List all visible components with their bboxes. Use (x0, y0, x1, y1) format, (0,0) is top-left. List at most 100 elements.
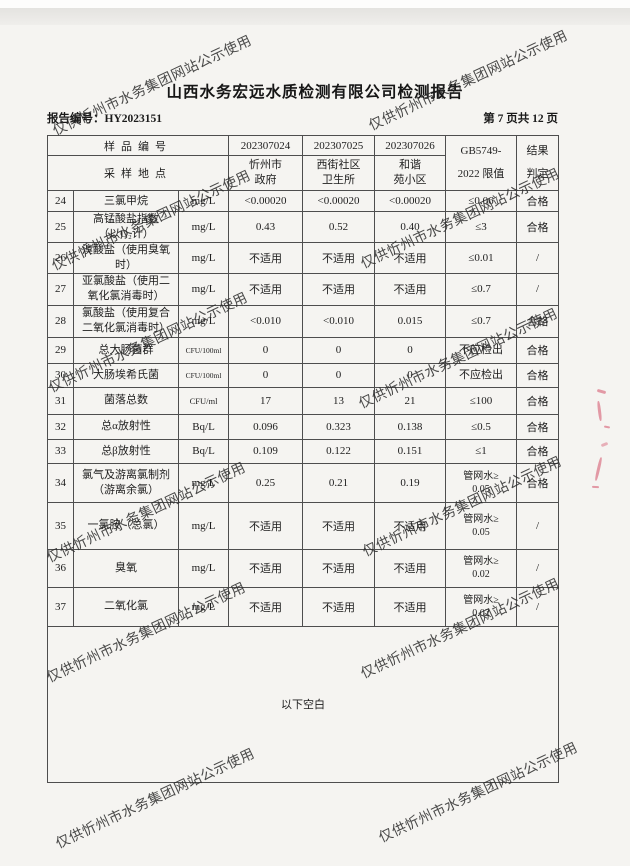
sample-no-label: 样品编号 (47, 135, 229, 156)
param-unit: Bq/L (178, 438, 229, 464)
sample3-value: 不适用 (374, 548, 446, 588)
location-2: 西街社区 卫生所 (302, 155, 375, 191)
limit-value: ≤0.01 (445, 241, 517, 274)
param-name: 总大肠菌群 (73, 336, 179, 364)
sample3-value: 0.19 (374, 462, 446, 503)
red-ink-mark (596, 388, 607, 395)
sample2-value: 不适用 (302, 241, 375, 274)
param-name: 菌落总数 (73, 386, 179, 415)
sample3-value: 0 (374, 336, 446, 364)
param-name: 氯气及游离氯制剂 （游离余氯） (73, 462, 179, 503)
param-name: 亚氯酸盐（使用二 氧化氯消毒时） (73, 272, 179, 306)
sample3-value: 0.40 (374, 211, 446, 243)
row-number: 24 (47, 190, 74, 212)
sample-id-2: 202307025 (302, 135, 375, 156)
location-1: 忻州市 政府 (228, 155, 303, 191)
param-name: 三氯甲烷 (73, 190, 179, 212)
result-value: 合格 (516, 362, 559, 388)
sample2-value: <0.00020 (302, 190, 375, 212)
row-number: 36 (47, 548, 74, 588)
sample2-value: 不适用 (302, 501, 375, 550)
param-unit: mg/L (178, 586, 229, 627)
row-number: 37 (47, 586, 74, 627)
sample2-value: 0.122 (302, 438, 375, 464)
sample3-value: 不适用 (374, 501, 446, 550)
row-number: 27 (47, 272, 74, 306)
sample3-value: <0.00020 (374, 190, 446, 212)
sample1-value: <0.010 (228, 304, 303, 338)
limit-value: ≤0.7 (445, 304, 517, 338)
table-row: 35 一氯胺（总氯） mg/L 不适用 不适用 不适用 管网水≥ 0.05 / (47, 501, 559, 550)
sample1-value: 不适用 (228, 241, 303, 274)
sample-id-3: 202307026 (374, 135, 446, 156)
param-unit: mg/L (178, 272, 229, 306)
param-unit: CFU/100ml (178, 336, 229, 364)
param-unit: mg/L (178, 462, 229, 503)
table-row: 26 溴酸盐（使用臭氧 时） mg/L 不适用 不适用 不适用 ≤0.01 / (47, 241, 559, 274)
result-value: / (516, 272, 559, 306)
row-number: 25 (47, 211, 74, 243)
sample3-value: 0.138 (374, 413, 446, 440)
report-meta-row: 报告编号：HY2023151 第 7 页共 12 页 (47, 110, 558, 126)
table-row: 27 亚氯酸盐（使用二 氧化氯消毒时） mg/L 不适用 不适用 不适用 ≤0.… (47, 272, 559, 306)
table-row: 32 总α放射性 Bq/L 0.096 0.323 0.138 ≤0.5 合格 (47, 413, 559, 440)
sample3-value: 不适用 (374, 272, 446, 306)
sample1-value: 不适用 (228, 548, 303, 588)
param-name: 氯酸盐（使用复合 二氧化氯消毒时） (73, 304, 179, 338)
limit-value: ≤1 (445, 438, 517, 464)
table-row: 37 二氧化氯 mg/L 不适用 不适用 不适用 管网水≥ 0.02 / (47, 586, 559, 627)
param-unit: mg/L (178, 501, 229, 550)
sample2-value: <0.010 (302, 304, 375, 338)
row-number: 35 (47, 501, 74, 550)
result-value: 合格 (516, 336, 559, 364)
sample1-value: 不适用 (228, 501, 303, 550)
param-name: 总α放射性 (73, 413, 179, 440)
scan-edge-white (0, 0, 630, 8)
sample-id-1: 202307024 (228, 135, 303, 156)
table-row: 24 三氯甲烷 mg/L <0.00020 <0.00020 <0.00020 … (47, 190, 559, 212)
result-value: / (516, 548, 559, 588)
sample2-value: 13 (302, 386, 375, 415)
blank-filler-row: 以下空白 (47, 625, 559, 783)
param-name: 总β放射性 (73, 438, 179, 464)
sample1-value: 0 (228, 336, 303, 364)
limit-value: 不应检出 (445, 362, 517, 388)
scan-edge-shadow (0, 8, 630, 25)
limit-value: 不应检出 (445, 336, 517, 364)
sample1-value: 0.096 (228, 413, 303, 440)
result-value: / (516, 241, 559, 274)
limit-value: 管网水≥ 0.05 (445, 501, 517, 550)
result-value: 合格 (516, 438, 559, 464)
sample1-value: 0.109 (228, 438, 303, 464)
table-row: 34 氯气及游离氯制剂 （游离余氯） mg/L 0.25 0.21 0.19 管… (47, 462, 559, 503)
row-number: 32 (47, 413, 74, 440)
result-value: 合格 (516, 304, 559, 338)
sample1-value: 不适用 (228, 586, 303, 627)
limit-column-header: GB5749- 2022 限值 (445, 135, 517, 191)
sample1-value: 0.43 (228, 211, 303, 243)
limit-value: ≤100 (445, 386, 517, 415)
table-row: 30 大肠埃希氏菌 CFU/100ml 0 0 0 不应检出 合格 (47, 362, 559, 388)
param-unit: Bq/L (178, 413, 229, 440)
table-row: 29 总大肠菌群 CFU/100ml 0 0 0 不应检出 合格 (47, 336, 559, 364)
table-header-row-sample-no: 样品编号 202307024 202307025 202307026 GB574… (47, 135, 559, 191)
table-header-row-location: 采样地点 忻州市 政府 西街社区 卫生所 和谐 苑小区 (47, 155, 559, 191)
sample2-value: 0.323 (302, 413, 375, 440)
limit-value: 管网水≥ 0.02 (445, 548, 517, 588)
param-unit: mg/L (178, 190, 229, 212)
param-unit: mg/L (178, 241, 229, 274)
result-value: / (516, 586, 559, 627)
limit-value: ≤0.7 (445, 272, 517, 306)
sample1-value: 不适用 (228, 272, 303, 306)
sample2-value: 不适用 (302, 586, 375, 627)
red-ink-mark (603, 425, 611, 429)
below-blank-note: 以下空白 (47, 625, 559, 783)
result-value: 合格 (516, 462, 559, 503)
row-number: 30 (47, 362, 74, 388)
location-3: 和谐 苑小区 (374, 155, 446, 191)
sample1-value: 0 (228, 362, 303, 388)
sample2-value: 0 (302, 362, 375, 388)
param-name: 高锰酸盐指数 （以O₂计） (73, 211, 179, 243)
param-name: 溴酸盐（使用臭氧 时） (73, 241, 179, 274)
limit-value: ≤0.06 (445, 190, 517, 212)
